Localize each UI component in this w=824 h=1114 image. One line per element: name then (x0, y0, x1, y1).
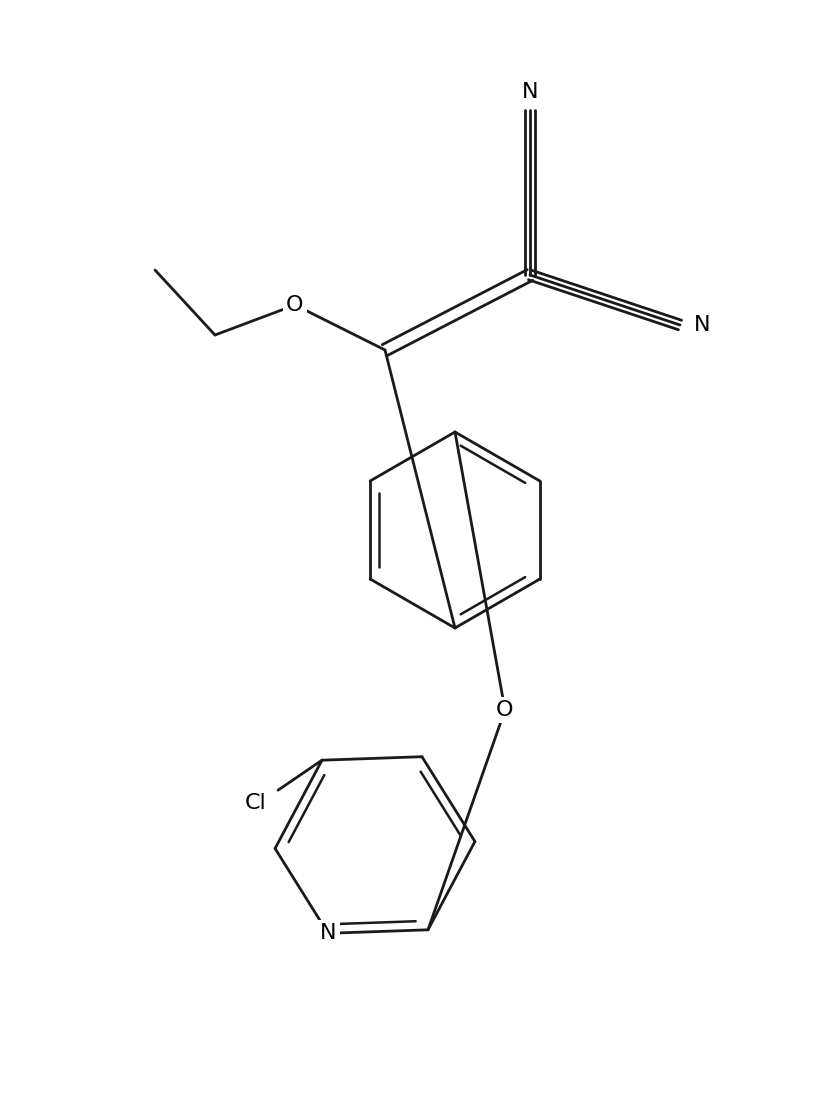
Text: O: O (496, 700, 513, 720)
Text: N: N (522, 82, 538, 102)
Text: Cl: Cl (245, 793, 267, 813)
Text: O: O (286, 295, 304, 315)
Text: N: N (694, 315, 710, 335)
Text: N: N (320, 924, 336, 944)
